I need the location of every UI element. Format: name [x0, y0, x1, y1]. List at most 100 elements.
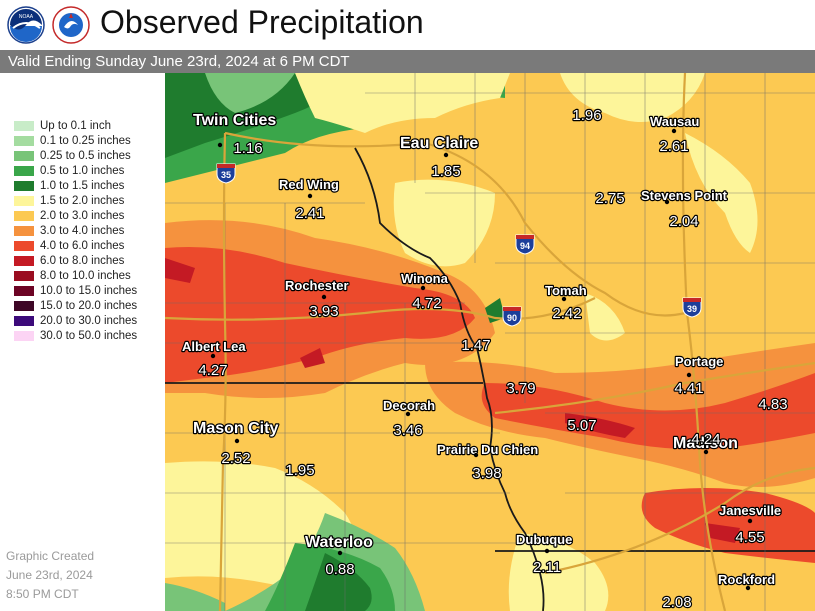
precip-value-label: 0.88 [325, 561, 354, 578]
legend-item: 0.5 to 1.0 inches [14, 163, 164, 178]
city-marker [337, 550, 343, 556]
legend-swatch [14, 135, 34, 146]
legend-swatch [14, 195, 34, 206]
legend-item: 3.0 to 4.0 inches [14, 223, 164, 238]
city-label: Rockford [718, 572, 775, 587]
precip-region [295, 73, 510, 133]
legend-swatch [14, 180, 34, 191]
precip-value-label: 1.47 [461, 337, 490, 354]
county-lines [165, 73, 815, 611]
legend-item: 10.0 to 15.0 inches [14, 283, 164, 298]
city-marker [561, 296, 567, 302]
city-label: Madison [673, 435, 738, 452]
legend-swatch [14, 300, 34, 311]
city-marker [745, 585, 751, 591]
precip-value-label: 1.96 [572, 107, 601, 124]
city-label: Prairie Du Chien [437, 442, 538, 457]
city-label: Tomah [545, 283, 587, 298]
city-label: Wausau [650, 114, 699, 129]
subtitle-bar: Valid Ending Sunday June 23rd, 2024 at 6… [0, 50, 815, 73]
city-label: Winona [401, 271, 449, 286]
city-marker [307, 193, 313, 199]
legend-label: 4.0 to 6.0 inches [40, 239, 125, 252]
precip-value-label: 2.11 [533, 559, 561, 576]
noaa-logo: NOAA [7, 6, 45, 44]
legend-swatch [14, 120, 34, 131]
city-marker [473, 452, 479, 458]
precip-value-label: 3.93 [309, 303, 338, 320]
precip-value-label: 2.75 [595, 190, 624, 207]
interstate-number: 90 [507, 313, 517, 323]
legend-swatch [14, 285, 34, 296]
legend-label: 8.0 to 10.0 inches [40, 269, 131, 282]
precip-region [305, 553, 372, 611]
precip-value-label: 3.79 [506, 380, 535, 397]
city-label: Rochester [285, 278, 349, 293]
city-label: Portage [675, 354, 723, 369]
precip-region [705, 523, 740, 543]
legend-swatch [14, 315, 34, 326]
legend-label: 15.0 to 20.0 inches [40, 299, 138, 312]
precip-value-label: 4.72 [412, 295, 441, 312]
mississippi-river-state-line [354, 147, 545, 611]
city-label: Decorah [383, 398, 435, 413]
legend-swatch [14, 210, 34, 221]
legend-swatch [14, 270, 34, 281]
precip-value-label: 2.04 [669, 213, 698, 230]
credit-line: June 23rd, 2024 [6, 568, 93, 582]
legend-label: 6.0 to 8.0 inches [40, 254, 125, 267]
credit-line: 8:50 PM CDT [6, 587, 79, 601]
legend-item: 20.0 to 30.0 inches [14, 313, 164, 328]
interstate-shield-icon: 35 [216, 163, 236, 184]
city-marker [420, 285, 426, 291]
interstate-number: 35 [221, 170, 231, 180]
interstate-shield-icon: 94 [515, 234, 535, 255]
legend-item: Up to 0.1 inch [14, 118, 164, 133]
precip-value-label: 1.95 [285, 462, 314, 479]
legend-label: 1.0 to 1.5 inches [40, 179, 125, 192]
interstate-highways [165, 73, 815, 611]
city-marker [747, 518, 753, 524]
header: NOAA Observed Precipitation [0, 0, 815, 50]
precip-value-label: 2.41 [295, 205, 324, 222]
graphic-created-note: Graphic Created June 23rd, 2024 8:50 PM … [6, 547, 94, 604]
legend-item: 1.5 to 2.0 inches [14, 193, 164, 208]
precip-region [565, 413, 635, 438]
legend-swatch [14, 330, 34, 341]
legend-swatch [14, 240, 34, 251]
legend-label: 0.1 to 0.25 inches [40, 134, 131, 147]
legend-item: 4.0 to 6.0 inches [14, 238, 164, 253]
precip-value-label: 4.27 [198, 362, 227, 379]
legend-label: 0.5 to 1.0 inches [40, 164, 125, 177]
precip-region [481, 373, 815, 450]
interstate-shield-icon: 39 [682, 297, 702, 318]
precip-region [393, 179, 495, 267]
city-label: Waterloo [305, 534, 373, 551]
legend-label: 0.25 to 0.5 inches [40, 149, 131, 162]
precip-value-label: 4.41 [674, 380, 703, 397]
precip-region [165, 583, 225, 611]
city-label: Mason City [193, 420, 278, 437]
precip-region [165, 247, 475, 383]
city-label: Albert Lea [182, 339, 246, 354]
legend-swatch [14, 255, 34, 266]
interstate-shield-icon: 90 [502, 306, 522, 327]
precip-value-label: 5.07 [567, 417, 596, 434]
legend-item: 8.0 to 10.0 inches [14, 268, 164, 283]
city-marker [671, 128, 677, 134]
city-marker [234, 438, 240, 444]
city-marker [217, 142, 223, 148]
legend-label: 2.0 to 3.0 inches [40, 209, 125, 222]
legend-label: 3.0 to 4.0 inches [40, 224, 125, 237]
city-marker [703, 449, 709, 455]
nws-logo [52, 6, 90, 44]
legend-item: 0.25 to 0.5 inches [14, 148, 164, 163]
city-marker [210, 353, 216, 359]
precip-region [300, 348, 325, 368]
city-marker [686, 372, 692, 378]
legend-item: 2.0 to 3.0 inches [14, 208, 164, 223]
precip-value-label: 3.46 [393, 422, 422, 439]
precip-region [165, 258, 195, 283]
precip-region [560, 73, 705, 122]
precip-value-label: 2.08 [662, 594, 691, 611]
